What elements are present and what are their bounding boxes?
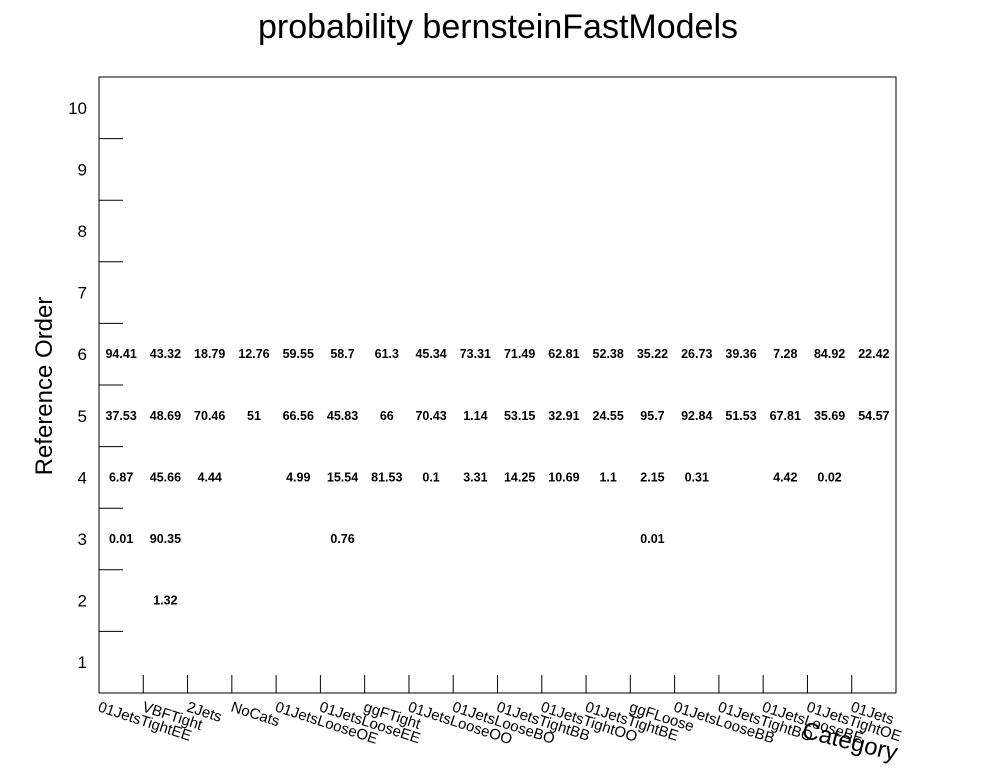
cell-value-label: 58.7 — [330, 347, 354, 361]
cell-value-label: 26.73 — [681, 347, 712, 361]
cell-value-label: 48.69 — [150, 409, 181, 423]
cell-value-label: 22.42 — [858, 347, 889, 361]
y-tick-label: 4 — [78, 468, 87, 487]
cell-value-label: 70.46 — [194, 409, 225, 423]
cell-value-label: 90.35 — [150, 532, 181, 546]
cell-value-label: 59.55 — [283, 347, 314, 361]
cell-value-label: 1.14 — [463, 409, 487, 423]
cell-value-label: 4.44 — [198, 470, 222, 484]
cell-value-label: 39.36 — [725, 347, 756, 361]
cell-value-label: 67.81 — [770, 409, 801, 423]
cell-value-label: 92.84 — [681, 409, 712, 423]
cell-value-label: 53.15 — [504, 409, 535, 423]
cell-value-label: 70.43 — [415, 409, 446, 423]
cell-value-label: 45.83 — [327, 409, 358, 423]
cell-value-label: 51 — [247, 409, 261, 423]
y-axis: 1 2 3 4 5 6 7 8 9 10 — [68, 99, 123, 672]
cell-value-label: 18.79 — [194, 347, 225, 361]
cell-value-label: 10.69 — [548, 470, 579, 484]
cell-value-label: 51.53 — [725, 409, 756, 423]
y-axis-title: Reference Order — [31, 297, 58, 476]
y-tick-label: 7 — [78, 284, 87, 303]
cell-value-label: 7.28 — [773, 347, 797, 361]
chart-title: probability bernsteinFastModels — [258, 8, 738, 46]
cell-value-label: 4.99 — [286, 470, 310, 484]
cell-value-label: 24.55 — [593, 409, 624, 423]
cell-value-label: 0.02 — [817, 470, 841, 484]
cell-value-label: 73.31 — [460, 347, 491, 361]
cell-value-label: 71.49 — [504, 347, 535, 361]
cell-value-label: 1.1 — [599, 470, 616, 484]
cell-value-label: 0.01 — [640, 532, 664, 546]
cell-value-label: 0.31 — [685, 470, 709, 484]
y-tick-label: 2 — [78, 592, 87, 611]
cell-value-label: 45.66 — [150, 470, 181, 484]
cell-value-label: 95.7 — [640, 409, 664, 423]
y-tick-label: 6 — [78, 345, 87, 364]
cell-value-label: 14.25 — [504, 470, 535, 484]
cell-value-label: 0.76 — [330, 532, 354, 546]
y-tick-label: 9 — [78, 160, 87, 179]
cell-value-label: 45.34 — [415, 347, 446, 361]
cell-value-label: 2.15 — [640, 470, 664, 484]
cell-value-label: 4.42 — [773, 470, 797, 484]
cell-value-label: 81.53 — [371, 470, 402, 484]
cell-value-label: 35.69 — [814, 409, 845, 423]
cell-value-label: 54.57 — [858, 409, 889, 423]
cell-value-label: 1.32 — [153, 594, 177, 608]
cell-values: 0.01 6.87 37.53 94.41 1.32 90.35 45.66 48.69 43.… — [105, 347, 889, 607]
cell-value-label: 12.76 — [238, 347, 269, 361]
cell-value-label: 61.3 — [375, 347, 399, 361]
y-tick-label: 10 — [68, 99, 87, 118]
y-tick-label: 3 — [78, 530, 87, 549]
cell-value-label: 62.81 — [548, 347, 579, 361]
cell-value-label: 66 — [380, 409, 394, 423]
plot-frame — [98, 76, 897, 694]
cell-value-label: 0.01 — [109, 532, 133, 546]
y-tick-label: 1 — [78, 653, 87, 672]
cell-value-label: 94.41 — [105, 347, 136, 361]
cell-value-label: 6.87 — [109, 470, 133, 484]
cell-value-label: 32.91 — [548, 409, 579, 423]
cell-value-label: 52.38 — [593, 347, 624, 361]
cell-value-label: 15.54 — [327, 470, 358, 484]
y-tick-label: 5 — [78, 407, 87, 426]
cell-value-label: 37.53 — [105, 409, 136, 423]
cell-value-label: 35.22 — [637, 347, 668, 361]
y-tick-label: 8 — [78, 222, 87, 241]
cell-value-label: 0.1 — [422, 470, 439, 484]
cell-value-label: 43.32 — [150, 347, 181, 361]
cell-value-label: 66.56 — [283, 409, 314, 423]
cell-value-label: 84.92 — [814, 347, 845, 361]
cell-value-label: 3.31 — [463, 470, 487, 484]
